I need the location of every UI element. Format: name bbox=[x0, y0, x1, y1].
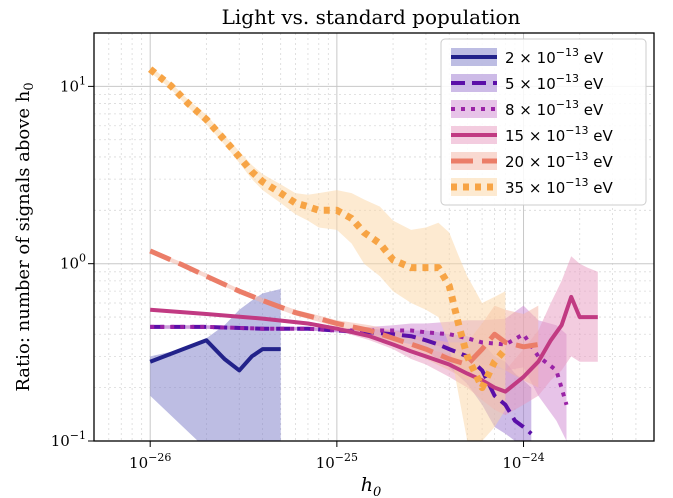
legend-label: 35 × 10−13 eV bbox=[505, 176, 613, 197]
x-ticks: 10−26 10−25 10−24 bbox=[129, 441, 545, 472]
legend-label: 8 × 10−13 eV bbox=[505, 98, 604, 119]
legend-label: 20 × 10−13 eV bbox=[505, 150, 613, 171]
line-series-3 bbox=[150, 324, 569, 406]
band-series-5 bbox=[150, 249, 539, 388]
chart-title: Light vs. standard population bbox=[222, 5, 521, 29]
y-axis-label: Ratio: number of signals above h0 bbox=[13, 82, 37, 391]
legend: 2 × 10−13 eV 5 × 10−13 eV 8 × 10−13 eV 15 ×… bbox=[440, 38, 647, 206]
legend-swatch-band bbox=[451, 152, 497, 170]
y-tick-label: 100 bbox=[60, 252, 86, 273]
x-tick-label: 10−26 bbox=[129, 451, 171, 472]
line-series-4 bbox=[150, 294, 598, 394]
band-series-6 bbox=[150, 66, 506, 441]
legend-swatch-band bbox=[451, 178, 497, 196]
line-series-1 bbox=[149, 338, 281, 373]
y-tick-label: 10−1 bbox=[51, 429, 86, 450]
legend-label: 15 × 10−13 eV bbox=[505, 124, 613, 145]
series-lines bbox=[148, 66, 598, 436]
line-series-5 bbox=[149, 248, 539, 367]
legend-label: 5 × 10−13 eV bbox=[505, 72, 604, 93]
legend-label: 2 × 10−13 eV bbox=[505, 46, 604, 67]
x-axis-label: h0 bbox=[361, 474, 382, 498]
plot-frame bbox=[93, 32, 655, 442]
y-tick-label: 101 bbox=[60, 74, 86, 95]
x-tick-label: 10−24 bbox=[502, 451, 544, 472]
y-ticks: 10−1 100 101 bbox=[51, 74, 94, 450]
x-tick-label: 10−25 bbox=[316, 451, 358, 472]
